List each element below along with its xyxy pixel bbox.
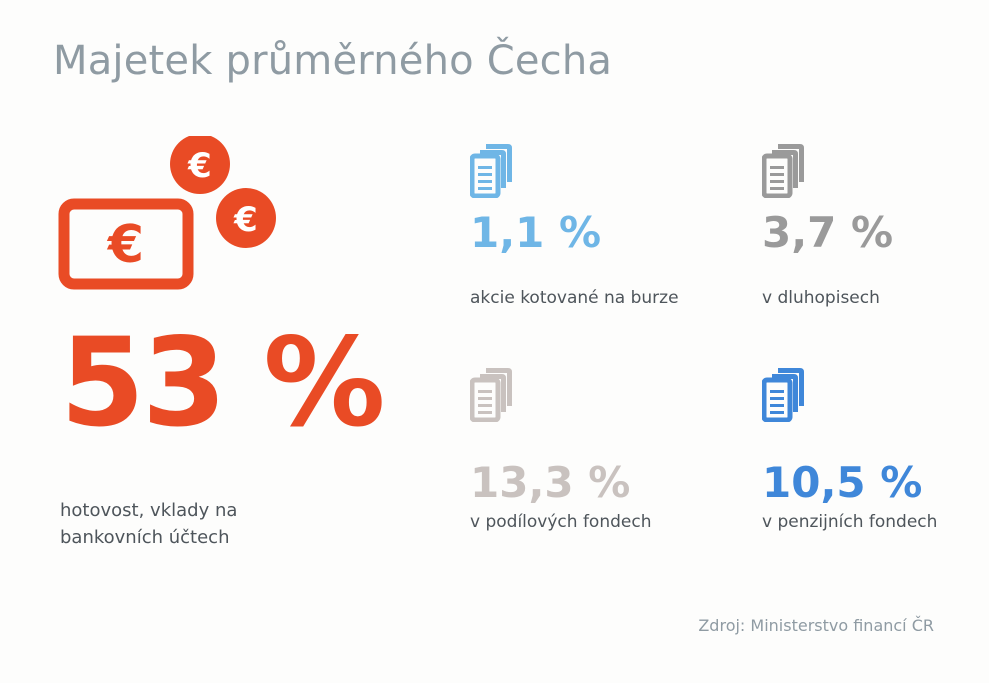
document-text-line bbox=[478, 390, 492, 393]
stat-label: v penzijních fondech bbox=[762, 512, 938, 532]
banknote-shape bbox=[58, 198, 194, 290]
document-back-page bbox=[778, 144, 804, 182]
document-stack-icon bbox=[762, 144, 804, 198]
stat-value: 1,1 % bbox=[470, 208, 602, 257]
euro-coin-icon bbox=[216, 188, 276, 248]
document-text-line bbox=[770, 173, 784, 176]
stat-value: 10,5 % bbox=[762, 458, 923, 507]
document-text-line bbox=[770, 404, 784, 407]
document-front-page bbox=[470, 153, 501, 198]
document-text-line bbox=[478, 166, 492, 169]
document-text-line bbox=[478, 187, 492, 190]
document-back-page bbox=[486, 368, 512, 406]
cash-share-value: 53 % bbox=[60, 312, 385, 454]
document-text-line bbox=[770, 180, 784, 183]
document-text-line bbox=[770, 390, 784, 393]
coin-euro-symbol: € bbox=[233, 200, 258, 240]
stat-label: v podílových fondech bbox=[470, 512, 652, 532]
cash-share-label: hotovost, vklady na bankovních účtech bbox=[60, 500, 238, 548]
coin-euro-symbol: € bbox=[187, 146, 212, 186]
stat-item-bonds: 3,7 % v dluhopisech bbox=[762, 142, 989, 308]
cash-euro-icon: € € € bbox=[58, 136, 276, 290]
document-text-line bbox=[770, 187, 784, 190]
banknote-euro-symbol: € bbox=[107, 215, 144, 275]
euro-coin-icon bbox=[170, 136, 230, 194]
document-front-page bbox=[470, 377, 501, 422]
document-stack-icon bbox=[470, 144, 512, 198]
document-text-line bbox=[770, 166, 784, 169]
source-note: Zdroj: Ministerstvo financí ČR bbox=[698, 616, 934, 635]
document-stack-icon bbox=[762, 368, 804, 422]
stat-label: akcie kotované na burze bbox=[470, 288, 679, 308]
document-front-page bbox=[762, 377, 793, 422]
stat-item-stocks: 1,1 % akcie kotované na burze bbox=[470, 142, 700, 308]
document-text-line bbox=[478, 411, 492, 414]
stat-item-mutual-funds: 13,3 % v podílových fondech bbox=[470, 366, 700, 532]
stat-label: v dluhopisech bbox=[762, 288, 880, 308]
stat-item-pension-funds: 10,5 % v penzijních fondech bbox=[762, 366, 989, 532]
stat-value: 3,7 % bbox=[762, 208, 894, 257]
document-back-page bbox=[778, 368, 804, 406]
document-text-line bbox=[770, 411, 784, 414]
document-text-line bbox=[478, 397, 492, 400]
document-back-page bbox=[486, 144, 512, 182]
document-text-line bbox=[770, 397, 784, 400]
document-text-line bbox=[478, 173, 492, 176]
document-stack-icon bbox=[470, 368, 512, 422]
document-text-line bbox=[478, 404, 492, 407]
document-front-page bbox=[762, 153, 793, 198]
document-text-line bbox=[478, 180, 492, 183]
stat-value: 13,3 % bbox=[470, 458, 631, 507]
page-title: Majetek průměrného Čecha bbox=[53, 38, 613, 84]
